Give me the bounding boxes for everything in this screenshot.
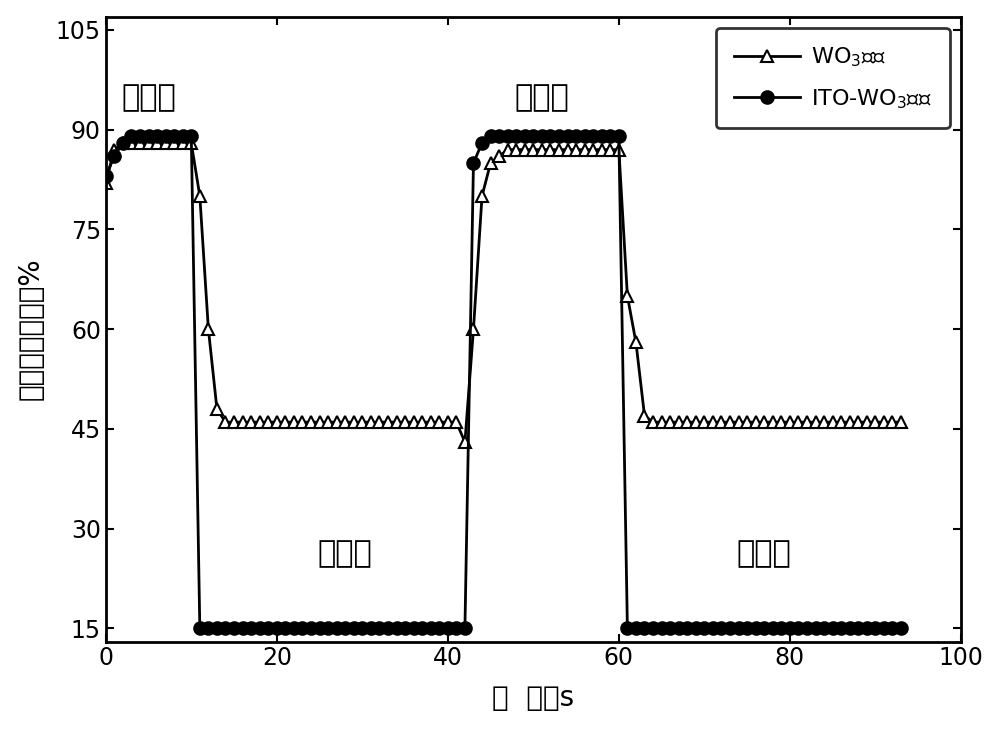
Line: ITO-WO$_3$薄膜: ITO-WO$_3$薄膜 <box>100 130 907 634</box>
Text: 着色态: 着色态 <box>737 539 792 569</box>
ITO-WO$_3$薄膜 <box>194 624 206 633</box>
WO$_3$薄膜 <box>442 418 454 426</box>
WO$_3$薄膜 <box>715 418 727 426</box>
WO$_3$薄膜 <box>245 418 257 426</box>
X-axis label: 时  间／s: 时 间／s <box>492 685 574 712</box>
WO$_3$薄膜 <box>459 438 471 447</box>
ITO-WO$_3$薄膜 <box>715 624 727 633</box>
ITO-WO$_3$薄膜 <box>322 624 334 633</box>
ITO-WO$_3$薄膜 <box>125 132 137 141</box>
WO$_3$薄膜 <box>314 418 326 426</box>
WO$_3$薄膜 <box>416 418 428 426</box>
ITO-WO$_3$薄膜 <box>425 624 437 633</box>
Text: 褮色态: 褮色态 <box>515 83 569 112</box>
Line: WO$_3$薄膜: WO$_3$薄膜 <box>100 138 907 448</box>
ITO-WO$_3$薄膜 <box>100 172 112 181</box>
Y-axis label: 可见光透过率／%: 可见光透过率／% <box>17 258 45 400</box>
WO$_3$薄膜 <box>117 139 129 147</box>
WO$_3$薄膜 <box>100 179 112 187</box>
Text: 着色态: 着色态 <box>318 539 373 569</box>
Legend: WO$_3$薄膜, ITO-WO$_3$薄膜: WO$_3$薄膜, ITO-WO$_3$薄膜 <box>716 28 950 128</box>
ITO-WO$_3$薄膜 <box>596 132 608 141</box>
ITO-WO$_3$薄膜 <box>450 624 462 633</box>
ITO-WO$_3$薄膜 <box>895 624 907 633</box>
WO$_3$薄膜 <box>895 418 907 426</box>
Text: 褮色态: 褮色态 <box>121 83 176 112</box>
WO$_3$薄膜 <box>596 145 608 154</box>
ITO-WO$_3$薄膜 <box>254 624 266 633</box>
